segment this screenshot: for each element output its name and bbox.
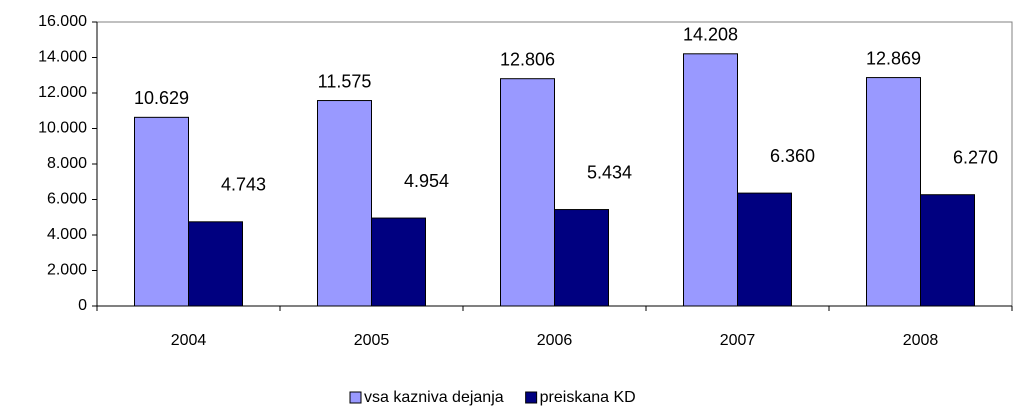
bar (554, 209, 609, 307)
legend-label: vsa kazniva dejanja (364, 389, 504, 406)
y-tick-label: 10.000 (38, 120, 87, 137)
bar (371, 217, 426, 307)
value-label: 11.575 (318, 71, 372, 91)
value-label: 14.208 (683, 25, 738, 45)
y-tick-label: 2.000 (47, 262, 87, 279)
y-tick-label: 14.000 (38, 49, 87, 66)
y-tick-label: 6.000 (47, 191, 87, 208)
bar (920, 194, 975, 307)
value-label: 4.954 (404, 171, 449, 191)
x-tick-label: 2005 (354, 332, 390, 349)
y-tick-label: 4.000 (47, 226, 87, 243)
legend-label: preiskana KD (540, 389, 636, 406)
value-label: 12.869 (866, 48, 921, 68)
legend-swatch (525, 391, 538, 404)
bar (188, 221, 243, 307)
bar (317, 100, 372, 307)
x-tick-label: 2008 (903, 332, 939, 349)
value-label: 12.806 (500, 49, 555, 69)
x-tick-label: 2004 (171, 332, 207, 349)
y-tick-label: 0 (78, 297, 87, 314)
value-label: 5.434 (587, 162, 632, 182)
y-tick-label: 16.000 (38, 13, 87, 30)
bar (737, 192, 792, 307)
y-tick-label: 8.000 (47, 155, 87, 172)
bar (134, 116, 189, 307)
x-tick-label: 2007 (720, 332, 756, 349)
y-tick-label: 12.000 (38, 84, 87, 101)
value-label: 4.743 (221, 175, 266, 195)
x-tick-label: 2006 (537, 332, 573, 349)
legend-swatch (349, 391, 362, 404)
bar (866, 77, 921, 307)
value-label: 6.360 (770, 146, 815, 166)
value-label: 10.629 (134, 88, 189, 108)
bar (683, 53, 738, 307)
bar (500, 78, 555, 307)
value-label: 6.270 (953, 147, 998, 167)
